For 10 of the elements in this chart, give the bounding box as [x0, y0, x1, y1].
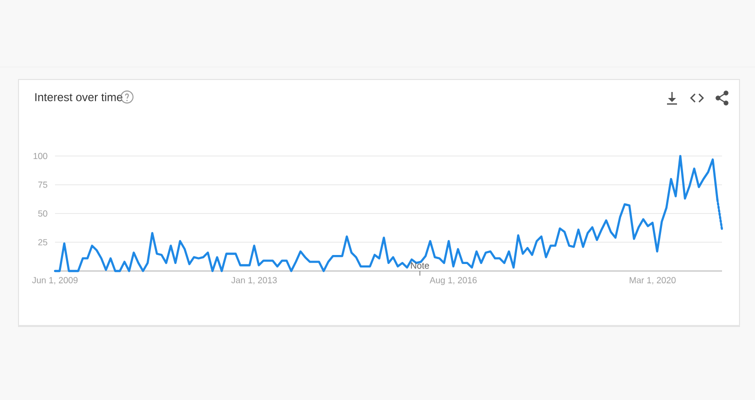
y-tick-label: 25	[38, 239, 48, 246]
y-tick-label: 50	[38, 210, 48, 217]
x-tick-label: Mar 1, 2020	[630, 277, 676, 284]
x-tick-label: Jun 1, 2009	[32, 277, 78, 284]
chart-title: Interest over time	[35, 92, 122, 102]
y-tick-label: 100	[34, 152, 48, 160]
annotation: Note	[411, 262, 430, 269]
x-tick-label: Aug 1, 2016	[430, 277, 477, 286]
y-tick-label: 75	[38, 182, 48, 188]
x-tick-label: Jan 1, 2013	[231, 277, 277, 284]
